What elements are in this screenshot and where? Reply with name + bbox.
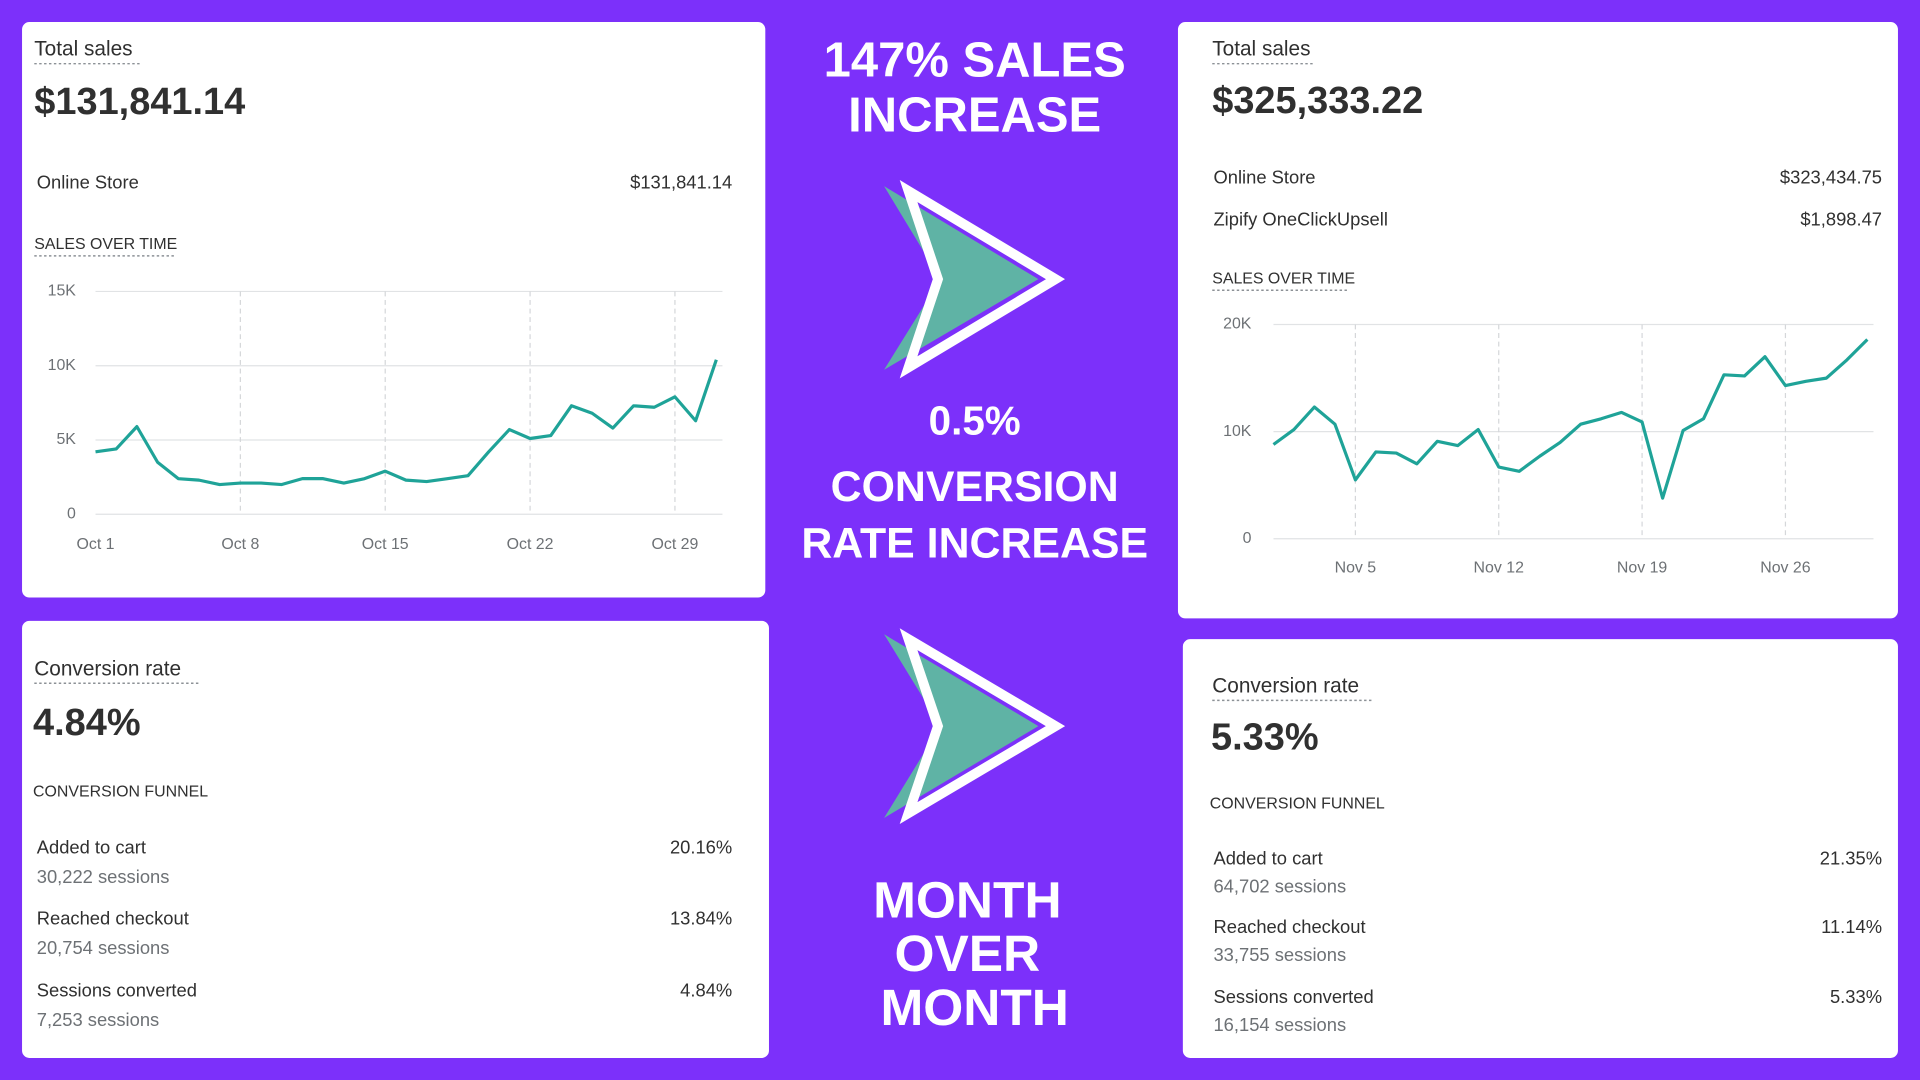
x-tick-label: Oct 15 (362, 536, 409, 553)
card-title: Total sales (1212, 38, 1310, 61)
conversion-text: RATE INCREASE (801, 519, 1148, 567)
conversion-text: CONVERSION (831, 463, 1119, 511)
x-tick-label: Nov 26 (1760, 559, 1811, 576)
funnel-sessions: 33,755 sessions (1213, 944, 1346, 965)
x-tick-label: Nov 12 (1474, 559, 1525, 576)
x-tick-label: Oct 22 (507, 536, 554, 553)
x-tick-label: Oct 1 (77, 536, 115, 553)
funnel-value: 5.33% (1830, 986, 1882, 1007)
card-title: Conversion rate (1212, 674, 1359, 697)
total-amount: $131,841.14 (34, 81, 245, 123)
funnel-label: Added to cart (1213, 847, 1322, 868)
period-text: MONTH (873, 870, 1061, 928)
chart-title: SALES OVER TIME (1212, 270, 1355, 287)
x-tick-label: Nov 19 (1617, 559, 1668, 576)
chart-title: SALES OVER TIME (34, 236, 177, 253)
conversion-rate: 5.33% (1211, 717, 1319, 759)
row-label: Zipify OneClickUpsell (1213, 208, 1387, 229)
funnel-value: 4.84% (680, 980, 732, 1001)
x-tick-label: Nov 5 (1335, 559, 1377, 576)
headline: INCREASE (848, 89, 1101, 143)
card-title: Conversion rate (34, 657, 181, 680)
funnel-label: Reached checkout (37, 907, 189, 928)
card-title: Total sales (34, 38, 132, 61)
funnel-value: 21.35% (1820, 847, 1882, 868)
funnel-value: 11.14% (1821, 916, 1882, 937)
conversion-panel (1182, 639, 1898, 1058)
funnel-value: 13.84% (670, 907, 732, 928)
x-tick-label: Oct 8 (221, 536, 259, 553)
funnel-value: 20.16% (670, 836, 732, 857)
y-tick-label: 20K (1223, 316, 1252, 333)
x-tick-label: Oct 29 (652, 536, 699, 553)
y-tick-label: 5K (56, 431, 76, 448)
row-label: Online Store (1213, 167, 1315, 188)
row-value: $131,841.14 (630, 172, 732, 193)
funnel-title: CONVERSION FUNNEL (33, 783, 208, 800)
conversion-rate: 4.84% (33, 702, 141, 744)
funnel-label: Sessions converted (1213, 986, 1373, 1007)
y-tick-label: 0 (67, 505, 76, 522)
funnel-sessions: 7,253 sessions (37, 1009, 159, 1030)
arrow-icon (884, 180, 1066, 379)
funnel-sessions: 64,702 sessions (1213, 876, 1346, 897)
sales-panel (1177, 22, 1898, 619)
y-tick-label: 0 (1243, 530, 1252, 547)
y-tick-label: 10K (1223, 423, 1252, 440)
funnel-label: Added to cart (37, 836, 146, 857)
conversion-change: 0.5% (929, 397, 1021, 443)
row-value: $1,898.47 (1800, 208, 1882, 229)
sales-line (1272, 338, 1869, 500)
funnel-sessions: 16,154 sessions (1213, 1014, 1346, 1035)
headline: 147% SALES (824, 34, 1126, 88)
row-value: $323,434.75 (1780, 167, 1882, 188)
period-text: OVER (895, 924, 1041, 982)
funnel-label: Sessions converted (37, 980, 197, 1001)
sales-panel (22, 22, 766, 598)
period-text: MONTH (880, 978, 1068, 1036)
total-amount: $325,333.22 (1212, 80, 1423, 122)
funnel-sessions: 20,754 sessions (37, 937, 170, 958)
row-label: Online Store (37, 172, 139, 193)
arrow-icon (884, 628, 1066, 824)
conversion-panel (22, 620, 769, 1058)
funnel-sessions: 30,222 sessions (37, 866, 170, 887)
y-tick-label: 15K (48, 283, 77, 300)
funnel-title: CONVERSION FUNNEL (1210, 796, 1385, 813)
sales-line (95, 359, 718, 487)
y-tick-label: 10K (48, 357, 77, 374)
funnel-label: Reached checkout (1213, 916, 1365, 937)
